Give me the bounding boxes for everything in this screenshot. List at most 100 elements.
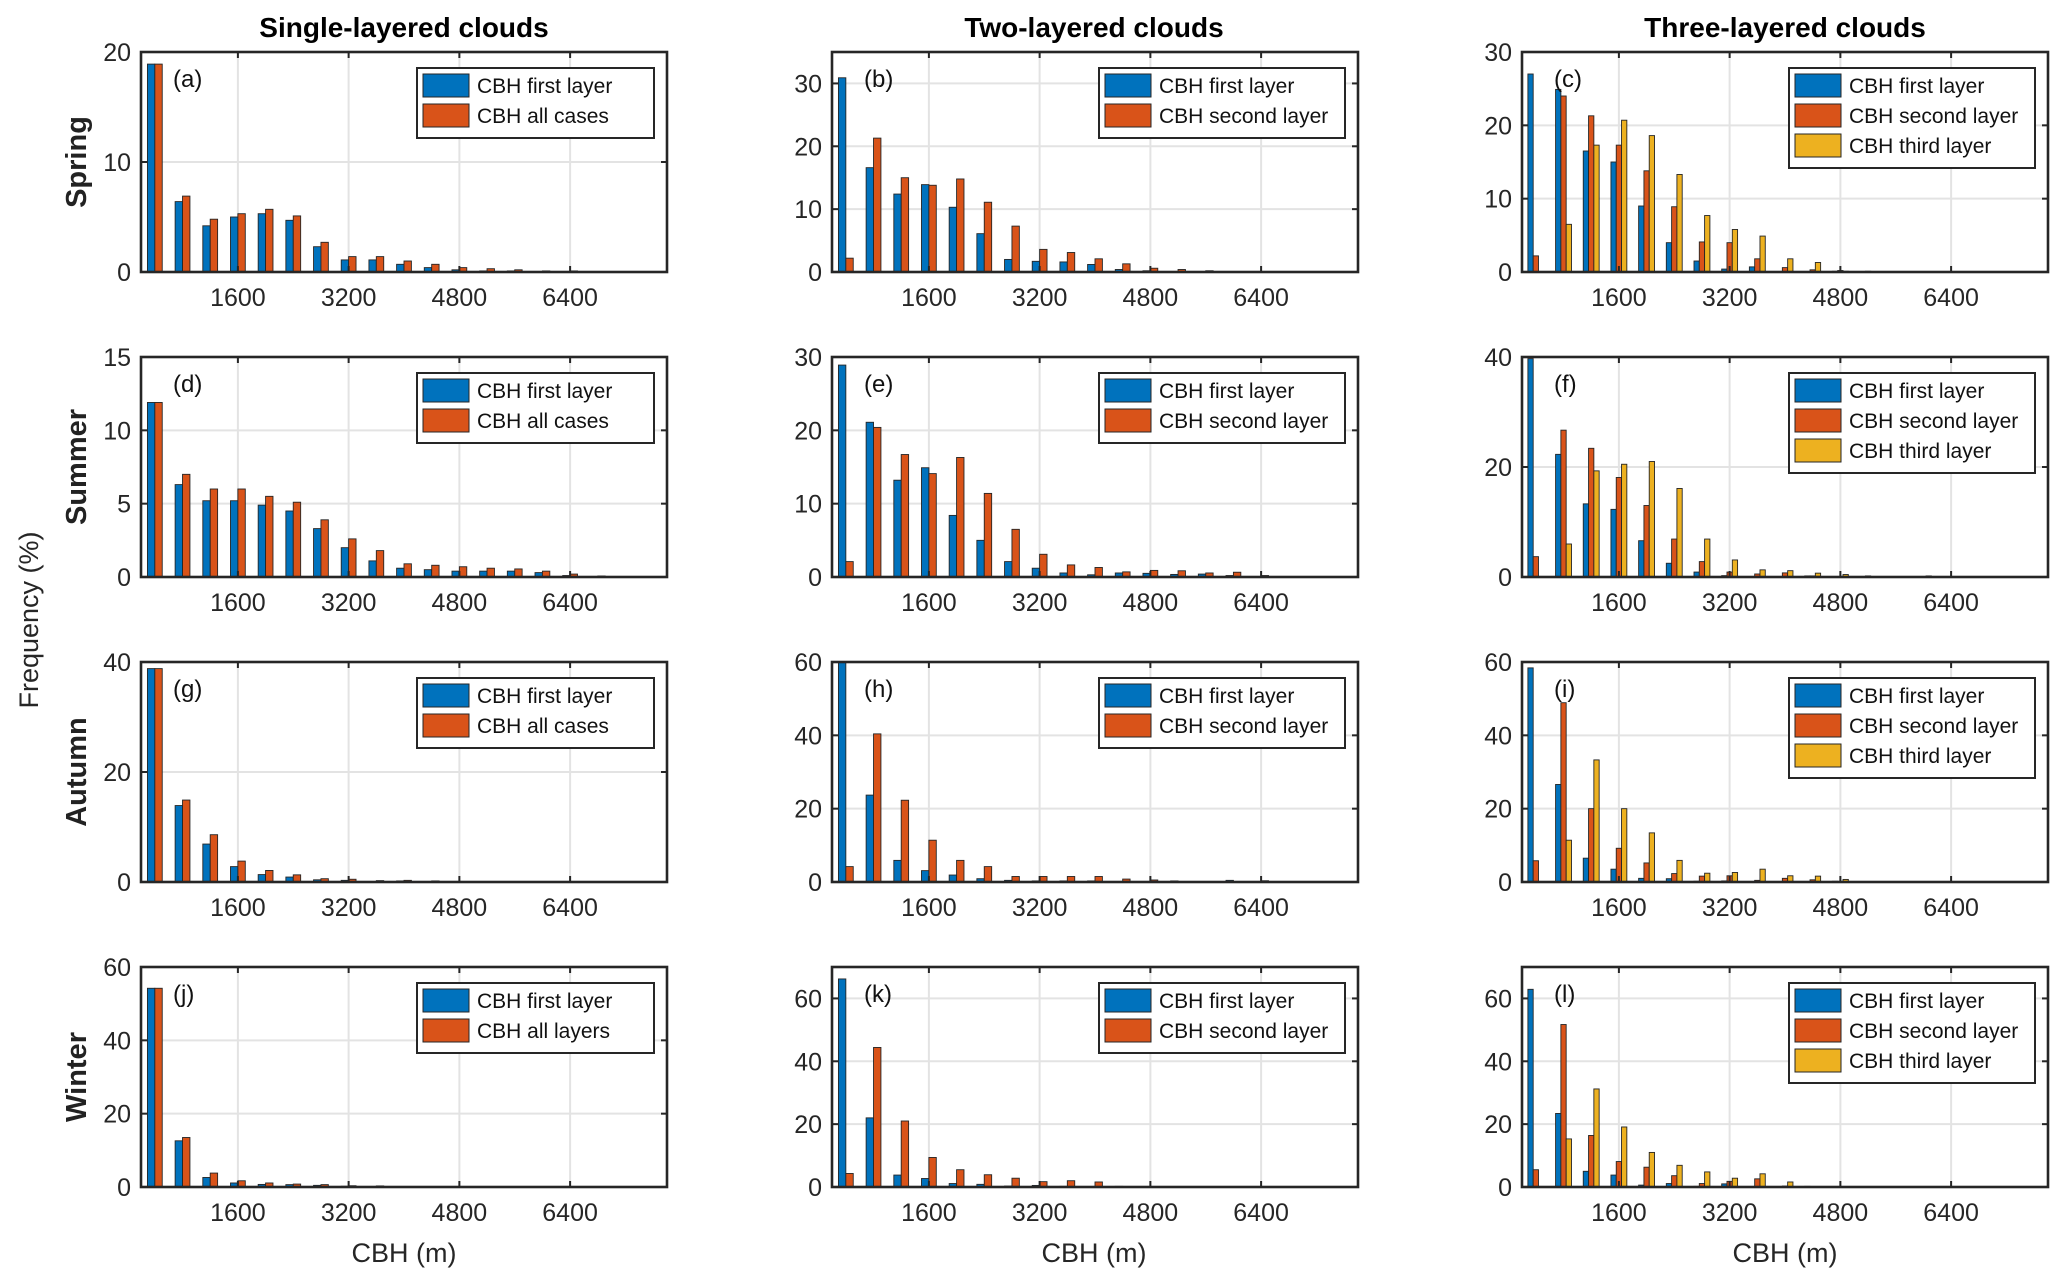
bars	[1527, 358, 1932, 577]
bar-cbh-first-layer	[976, 539, 985, 577]
bar-cbh-second-layer	[1588, 1135, 1595, 1187]
legend-item: CBH second layer	[1104, 103, 1328, 128]
legend-swatch	[1104, 988, 1152, 1013]
bar-cbh-all-cases	[265, 208, 274, 272]
y-tick-label: 20	[794, 796, 822, 824]
bar-cbh-all-layers	[209, 1172, 219, 1187]
x-tick-label: 1600	[210, 589, 266, 617]
bar-cbh-first-layer	[230, 216, 239, 272]
bar-cbh-third-layer	[1621, 119, 1628, 272]
legend-item: CBH first layer	[1794, 73, 1984, 98]
bar-cbh-second-layer	[845, 561, 854, 577]
x-tick-label: 3200	[321, 894, 377, 922]
bars	[146, 63, 606, 272]
x-tick-label: 3200	[1012, 589, 1068, 617]
bar-cbh-second-layer	[900, 1120, 910, 1187]
x-axis-label-col2: CBH (m)	[1042, 1238, 1147, 1268]
bar-cbh-second-layer	[1066, 876, 1076, 882]
column-title-two: Two-layered clouds	[964, 12, 1223, 43]
bar-cbh-first-layer	[202, 843, 211, 882]
bar-cbh-first-layer	[368, 560, 377, 577]
legend: CBH first layer CBH second layer CBH third…	[1788, 677, 2036, 779]
bar-cbh-first-layer	[202, 225, 211, 272]
ticks	[832, 967, 1358, 1188]
panel-label: (b)	[864, 66, 893, 93]
bar-cbh-all-cases	[375, 256, 385, 272]
bar-cbh-second-layer	[956, 457, 965, 577]
bar-cbh-all-layers	[182, 1137, 191, 1187]
bar-cbh-first-layer	[948, 514, 958, 577]
x-tick-label: 6400	[1233, 589, 1289, 617]
legend: CBH first layer CBH second layer CBH third…	[1788, 67, 2036, 169]
legend-label: CBH first layer	[1159, 380, 1294, 403]
legend-item: CBH all cases	[422, 408, 609, 433]
axes-box	[1520, 965, 2050, 1189]
bar-cbh-third-layer	[1731, 559, 1739, 577]
y-tick-label: 20	[103, 39, 131, 67]
axes-box	[830, 50, 1360, 274]
legend: CBH first layer CBH second layer CBH third…	[1788, 372, 2036, 474]
y-tick-label: 0	[1498, 564, 1512, 592]
legend-item: CBH second layer	[1794, 713, 2018, 738]
bar-cbh-all-cases	[182, 473, 191, 577]
bar-cbh-first-layer	[1555, 784, 1562, 882]
y-tick-label: 20	[103, 1101, 131, 1129]
x-tick-label: 6400	[1923, 284, 1979, 312]
y-tick-label: 40	[1484, 1048, 1512, 1076]
bar-cbh-third-layer	[1759, 868, 1766, 882]
bar-cbh-third-layer	[1593, 1088, 1600, 1187]
bar-cbh-all-cases	[403, 260, 412, 272]
panel-label: (h)	[864, 676, 893, 703]
bar-cbh-first-layer	[230, 866, 239, 882]
bars	[837, 364, 1290, 577]
bar-cbh-second-layer	[1671, 206, 1678, 272]
bar-cbh-first-layer	[837, 77, 847, 272]
row-label-winter: Winter	[61, 1032, 93, 1122]
legend-item: CBH first layer	[1104, 73, 1294, 98]
bar-cbh-first-layer	[340, 547, 350, 577]
bar-cbh-second-layer	[1039, 553, 1048, 577]
bar-cbh-all-cases	[486, 567, 495, 577]
legend-swatch	[1104, 73, 1152, 98]
legend-swatch	[1104, 713, 1152, 738]
bar-cbh-first-layer	[1638, 540, 1645, 577]
ticks	[1522, 967, 2048, 1188]
bar-cbh-third-layer	[1565, 223, 1572, 272]
bar-cbh-first-layer	[368, 259, 377, 272]
legend-swatch	[422, 713, 470, 738]
bar-cbh-third-layer	[1565, 543, 1572, 577]
legend-swatch	[1794, 743, 1842, 768]
bar-cbh-all-cases	[209, 834, 219, 882]
bar-cbh-second-layer	[1177, 570, 1186, 577]
legend-label: CBH first layer	[477, 990, 612, 1013]
legend-item: CBH all cases	[422, 713, 609, 738]
legend-label: CBH all layers	[477, 1020, 610, 1043]
bar-cbh-second-layer	[983, 1174, 993, 1187]
bar-cbh-first-layer	[1582, 857, 1590, 882]
legend-item: CBH second layer	[1104, 408, 1328, 433]
ticks	[832, 356, 1358, 578]
bar-cbh-second-layer	[956, 1169, 965, 1187]
bar-cbh-third-layer	[1814, 572, 1822, 577]
bar-cbh-all-layers	[154, 987, 163, 1187]
y-tick-label: 30	[794, 70, 822, 98]
y-tick-label: 40	[794, 1048, 822, 1076]
axes-box	[830, 660, 1360, 884]
bars	[146, 668, 468, 882]
bar-cbh-second-layer	[1643, 505, 1650, 577]
bar-cbh-second-layer	[900, 177, 910, 272]
bar-cbh-third-layer	[1676, 488, 1683, 577]
bar-cbh-all-cases	[182, 799, 191, 882]
x-tick-label: 4800	[1123, 284, 1179, 312]
y-tick-label: 40	[103, 649, 131, 677]
bar-cbh-all-cases	[403, 563, 412, 577]
x-tick-label: 4800	[1813, 894, 1869, 922]
bar-cbh-second-layer	[1066, 252, 1076, 272]
x-tick-label: 1600	[1591, 1199, 1647, 1227]
bar-cbh-first-layer	[893, 1174, 902, 1187]
bar-cbh-third-layer	[1814, 262, 1822, 272]
bar-cbh-first-layer	[1610, 868, 1617, 882]
legend-label: CBH second layer	[1159, 1020, 1328, 1043]
